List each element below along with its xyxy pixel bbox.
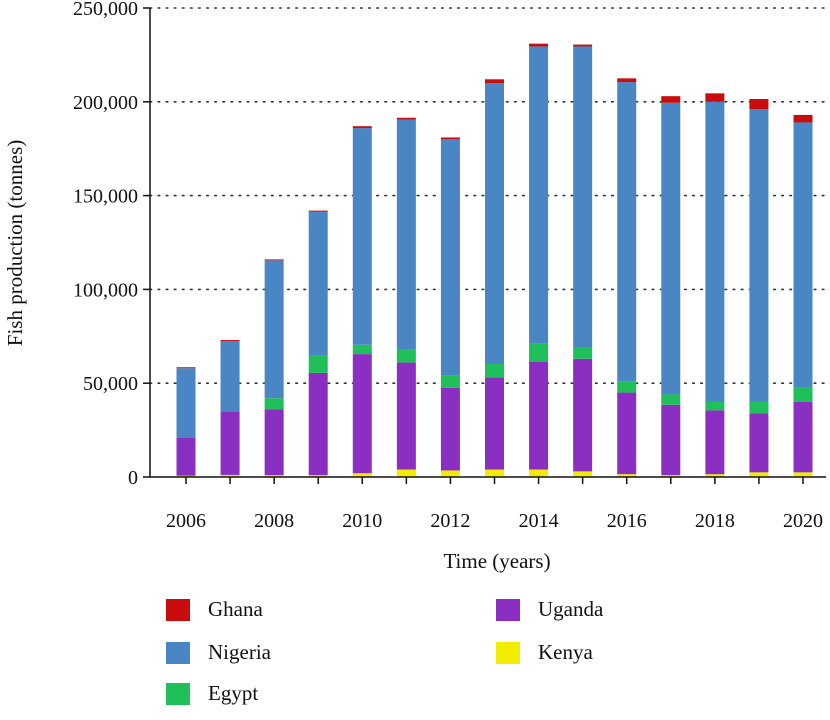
bar-segment-uganda bbox=[352, 354, 372, 474]
bar-segment-nigeria bbox=[793, 122, 813, 388]
y-tick-label: 50,000 bbox=[83, 373, 138, 395]
y-tick-label: 200,000 bbox=[73, 92, 138, 114]
y-ticks: 0 50,000 100,000 150,000 200,000 250,000 bbox=[73, 0, 150, 489]
bar-segment-nigeria bbox=[485, 83, 504, 364]
bar-segment-ghana bbox=[617, 78, 637, 83]
bar-segment-nigeria bbox=[705, 101, 725, 402]
bar-segment-egypt bbox=[529, 343, 549, 362]
x-tick-label: 2012 bbox=[430, 510, 470, 532]
bar-segment-kenya bbox=[264, 475, 284, 477]
bar-segment-ghana bbox=[396, 117, 416, 120]
bar-segment-kenya bbox=[705, 474, 725, 477]
bar-segment-egypt bbox=[661, 394, 681, 405]
bar-segment-egypt bbox=[440, 375, 460, 388]
bar-segment-kenya bbox=[440, 470, 460, 477]
bar-segment-kenya bbox=[793, 472, 813, 477]
x-ticks: 2006 2008 2010 2012 2014 2016 2018 2020 bbox=[166, 477, 823, 532]
bar-segment-nigeria bbox=[617, 82, 637, 382]
bar-segment-ghana bbox=[529, 43, 549, 47]
bar-segment-kenya bbox=[352, 473, 372, 477]
bar-segment-egypt bbox=[793, 387, 813, 402]
bar-segment-uganda bbox=[617, 392, 637, 475]
bar-segment-nigeria bbox=[749, 109, 769, 402]
x-tick-label: 2018 bbox=[695, 510, 735, 532]
bar-segment-uganda bbox=[485, 377, 504, 470]
bar-segment-ghana bbox=[573, 44, 593, 47]
bar-segment-egypt bbox=[485, 363, 504, 378]
bar-segment-kenya bbox=[396, 469, 416, 477]
axes bbox=[149, 8, 826, 478]
bar-segment-kenya bbox=[617, 474, 637, 477]
x-tick-label: 2020 bbox=[783, 510, 823, 532]
bar-segment-uganda bbox=[529, 361, 549, 470]
bar-segment-uganda bbox=[176, 437, 196, 476]
bar-segment-nigeria bbox=[661, 102, 681, 395]
bar-segment-nigeria bbox=[573, 46, 593, 348]
bar-segment-ghana bbox=[352, 126, 372, 129]
bar-segment-ghana bbox=[176, 367, 196, 369]
bar-segment-ghana bbox=[264, 259, 284, 261]
bar-segment-nigeria bbox=[308, 211, 328, 356]
y-tick-label: 250,000 bbox=[73, 0, 138, 20]
bar-segment-nigeria bbox=[440, 139, 460, 376]
bar-segment-ghana bbox=[793, 114, 813, 123]
bar-segment-nigeria bbox=[352, 128, 372, 345]
bar-segment-kenya bbox=[485, 469, 504, 477]
bar-segment-kenya bbox=[220, 474, 240, 477]
y-tick-label: 150,000 bbox=[73, 186, 138, 208]
bar-segment-uganda bbox=[308, 372, 328, 476]
bar-segment-kenya bbox=[308, 475, 328, 477]
bar-segment-ghana bbox=[705, 93, 725, 102]
x-tick-label: 2008 bbox=[254, 510, 294, 532]
bars bbox=[176, 43, 813, 477]
bar-segment-egypt bbox=[573, 347, 593, 359]
x-tick-label: 2016 bbox=[607, 510, 647, 532]
bar-segment-uganda bbox=[396, 362, 416, 470]
bar-segment-uganda bbox=[705, 410, 725, 475]
bar-segment-ghana bbox=[440, 137, 460, 140]
bar-segment-kenya bbox=[661, 475, 681, 477]
bar-segment-ghana bbox=[661, 96, 681, 103]
bar-segment-nigeria bbox=[529, 46, 549, 344]
gridlines bbox=[149, 7, 827, 385]
bar-segment-uganda bbox=[264, 409, 284, 476]
bar-segment-nigeria bbox=[264, 260, 284, 399]
bar-segment-kenya bbox=[573, 471, 593, 477]
bar-segment-egypt bbox=[617, 381, 637, 393]
bar-segment-ghana bbox=[749, 98, 769, 110]
x-axis-title: Time (years) bbox=[443, 549, 550, 573]
bar-segment-egypt bbox=[308, 355, 328, 373]
bar-segment-uganda bbox=[749, 413, 769, 473]
bar-segment-kenya bbox=[749, 472, 769, 477]
x-tick-label: 2006 bbox=[166, 510, 206, 532]
bar-segment-uganda bbox=[661, 404, 681, 476]
bar-segment-egypt bbox=[264, 398, 284, 410]
bar-segment-nigeria bbox=[220, 340, 240, 412]
bar-segment-nigeria bbox=[176, 368, 196, 438]
x-tick-label: 2014 bbox=[519, 510, 559, 532]
bar-segment-uganda bbox=[220, 411, 240, 475]
y-tick-label: 0 bbox=[128, 467, 138, 489]
bar-segment-nigeria bbox=[396, 119, 416, 350]
x-tick-label: 2010 bbox=[342, 510, 382, 532]
bar-segment-ghana bbox=[485, 79, 504, 84]
y-axis-title: Fish production (tonnes) bbox=[3, 140, 27, 346]
y-tick-label: 100,000 bbox=[73, 279, 138, 301]
bar-segment-egypt bbox=[396, 349, 416, 363]
bar-segment-egypt bbox=[749, 401, 769, 414]
bar-segment-uganda bbox=[440, 387, 460, 471]
bar-segment-ghana bbox=[220, 340, 240, 341]
bar-segment-uganda bbox=[573, 358, 593, 472]
bar-segment-egypt bbox=[705, 401, 725, 411]
bar-segment-kenya bbox=[529, 469, 549, 477]
bar-segment-ghana bbox=[308, 210, 328, 212]
bar-segment-uganda bbox=[793, 401, 813, 473]
bar-segment-egypt bbox=[352, 344, 372, 355]
